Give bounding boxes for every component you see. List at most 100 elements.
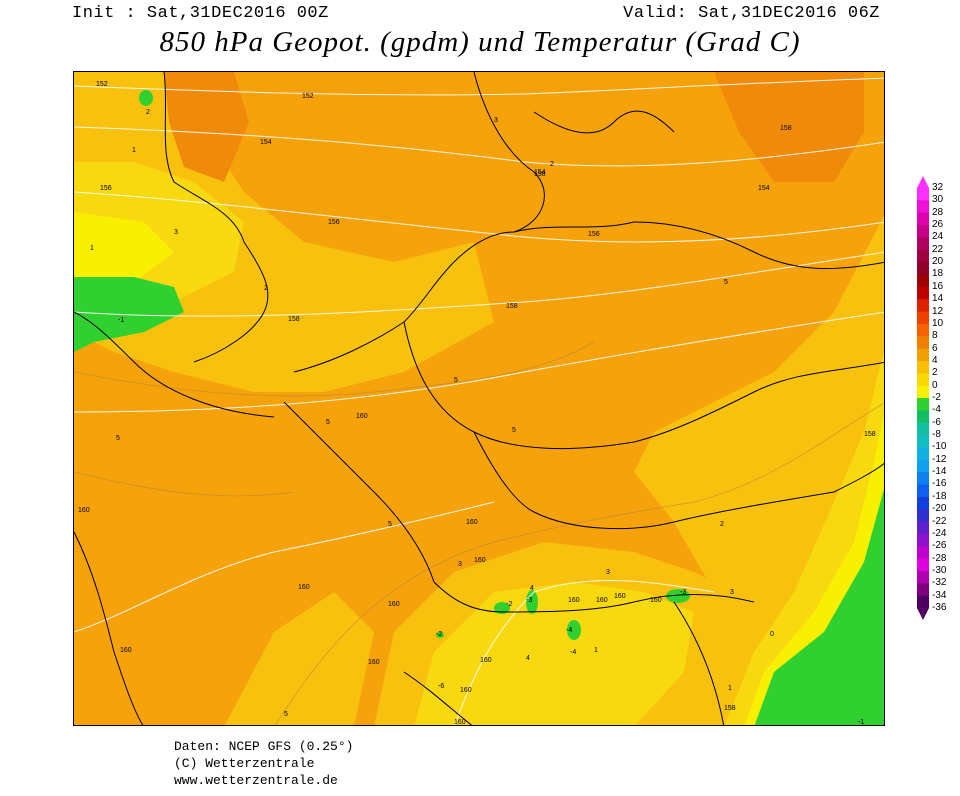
geopot-label: 160 <box>650 597 662 604</box>
warm-pocket-north <box>164 72 249 182</box>
scale-tick-label: 24 <box>932 231 944 243</box>
scale-tick-label: 8 <box>932 330 938 342</box>
scale-segment <box>917 459 929 473</box>
scale-segment <box>917 212 929 226</box>
temp-label: 1 <box>132 147 136 154</box>
scale-segment <box>917 200 929 214</box>
scale-tick-label: 2 <box>932 367 938 379</box>
copyright-line: (C) Wetterzentrale <box>174 756 315 771</box>
geopot-label: 160 <box>460 687 472 694</box>
scale-tick-label: -2 <box>932 392 941 403</box>
map-title: 850 hPa Geopot. (gpdm) und Temperatur (G… <box>159 26 801 58</box>
scale-tick-label: 22 <box>932 243 944 255</box>
scale-segment <box>917 348 929 362</box>
temp-label: -2 <box>506 601 512 608</box>
scale-segment <box>917 286 929 300</box>
scale-arrow-top-icon <box>917 176 929 188</box>
temp-label: 5 <box>284 711 288 718</box>
scale-segment <box>917 336 929 350</box>
scale-segment <box>917 484 929 498</box>
scale-tick-label: -20 <box>932 503 947 515</box>
map-canvas: 152 152 154 154 154 156 156 156 158 158 … <box>74 72 884 726</box>
warm-pocket-northeast <box>714 72 864 182</box>
scale-tick-label: 32 <box>932 182 944 193</box>
scale-tick-label: -16 <box>932 478 947 490</box>
scale-tick-label: -26 <box>932 540 947 552</box>
scale-tick-label: 26 <box>932 219 944 231</box>
scale-segment <box>917 385 929 399</box>
scale-segment <box>917 274 929 288</box>
map-footer: Daten: NCEP GFS (0.25°) (C) Wetterzentra… <box>174 738 353 789</box>
geopot-label: 160 <box>120 647 132 654</box>
weather-map: 152 152 154 154 154 156 156 156 158 158 … <box>73 71 885 726</box>
scale-tick-label: -10 <box>932 441 947 453</box>
scale-tick-label: 12 <box>932 305 944 317</box>
scale-tick-label: -32 <box>932 577 947 589</box>
scale-tick-label: -18 <box>932 490 947 502</box>
temp-label: 1 <box>90 245 94 252</box>
scale-bar <box>917 176 929 620</box>
temp-label: 4 <box>526 655 530 662</box>
scale-tick-label: 10 <box>932 317 944 329</box>
scale-tick-label: 0 <box>932 379 938 391</box>
geopot-label: 158 <box>288 316 300 323</box>
scale-tick-label: -24 <box>932 527 947 539</box>
geopot-label: 160 <box>596 597 608 604</box>
scale-segment <box>917 237 929 251</box>
scale-tick-label: -6 <box>932 416 941 428</box>
temperature-labels: -1 1 2 3 2 1 3 2 5 5 5 5 5 3 5 5 4 3 4 -… <box>90 109 864 726</box>
temp-label: 0 <box>770 631 774 638</box>
geopotential-isolines <box>74 77 884 725</box>
scale-tick-label: -8 <box>932 429 941 441</box>
geopot-label: 154 <box>534 169 546 176</box>
scale-segment <box>917 435 929 448</box>
geopot-label: 160 <box>388 601 400 608</box>
website-line: www.wetterzentrale.de <box>174 773 338 788</box>
temp-label: 5 <box>724 279 728 286</box>
geopot-label: 158 <box>534 171 546 178</box>
temp-label: 1 <box>728 685 732 692</box>
temp-label: -1 <box>858 719 864 726</box>
geopot-label: 158 <box>724 705 736 712</box>
scale-tick-label: 20 <box>932 256 944 268</box>
scale-segment <box>917 447 929 461</box>
scale-segment <box>917 533 929 547</box>
scale-segment <box>917 410 929 424</box>
cold-pocket-alps-1 <box>494 602 510 614</box>
temp-label: 2 <box>264 285 268 292</box>
scale-tick-label: -30 <box>932 564 947 576</box>
geopot-label: 160 <box>454 719 466 726</box>
scale-segment <box>917 521 929 535</box>
temp-label: -3 <box>680 589 686 596</box>
geopot-label: 156 <box>100 185 112 192</box>
geopot-label: 154 <box>758 185 770 192</box>
data-source-line: Daten: NCEP GFS (0.25°) <box>174 739 354 754</box>
geopot-label: 156 <box>588 231 600 238</box>
scale-segment <box>917 188 929 201</box>
scale-segment <box>917 595 929 609</box>
temp-band-0-west <box>74 212 174 282</box>
scale-segment <box>917 583 929 597</box>
temp-label: 3 <box>606 569 610 576</box>
temp-band-2-alps <box>414 582 694 725</box>
scale-segment <box>917 360 929 374</box>
scale-segment <box>917 496 929 510</box>
scale-tick-label: -36 <box>932 602 947 613</box>
scale-segment <box>917 225 929 238</box>
scale-segment <box>917 311 929 325</box>
scale-tick-label: -34 <box>932 589 947 601</box>
temp-label: 5 <box>326 419 330 426</box>
scale-tick-label: -28 <box>932 552 947 564</box>
valid-time-label: Valid: Sat,31DEC2016 06Z <box>623 4 880 23</box>
geopot-label: 160 <box>474 557 486 564</box>
scale-tick-label: 14 <box>932 293 944 305</box>
scale-segment <box>917 546 929 560</box>
temp-label: 3 <box>174 229 178 236</box>
geopot-label: 160 <box>568 597 580 604</box>
geopot-label: 158 <box>864 431 876 438</box>
geopotential-labels: 152 152 154 154 154 156 156 156 158 158 … <box>78 81 876 726</box>
cold-pocket-north <box>139 90 153 106</box>
scale-tick-label: 28 <box>932 206 944 218</box>
cold-pocket-alps-3 <box>567 620 581 640</box>
scale-segment <box>917 558 929 572</box>
